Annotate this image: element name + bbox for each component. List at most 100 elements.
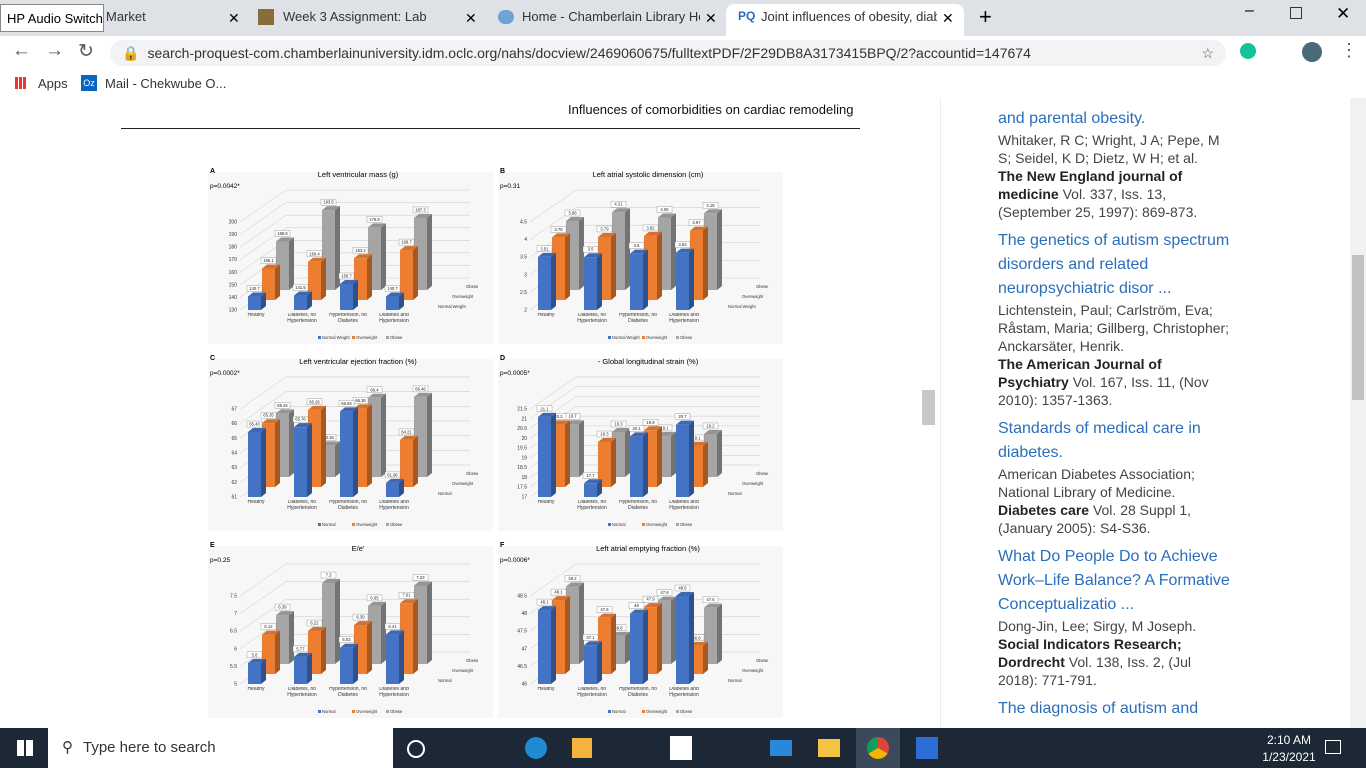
amazon[interactable] <box>670 736 692 760</box>
reload[interactable]: ↻ <box>78 41 94 62</box>
bar <box>294 427 307 497</box>
bar-top <box>552 420 570 425</box>
y-tick-label: 66 <box>231 421 237 427</box>
word[interactable] <box>916 737 938 759</box>
clock[interactable]: 2:10 AM 1/23/2021 <box>1254 733 1324 764</box>
value-label: 140.7 <box>249 286 260 291</box>
bar <box>598 442 611 487</box>
tab-title[interactable]: Joint influences of obesity, diabe <box>761 9 937 24</box>
close[interactable]: ✕ <box>942 10 954 26</box>
value-label: 187.3 <box>415 207 426 212</box>
value-label-box <box>628 242 645 249</box>
legend-swatch <box>676 336 679 339</box>
bookmark[interactable]: Mail - Chekwube O... <box>105 76 227 91</box>
explorer[interactable] <box>818 739 840 757</box>
scrollbar <box>1350 98 1366 728</box>
x-tick-label-box: Hypertension, no Diabetes <box>329 313 367 323</box>
window-close[interactable]: ✕ <box>1336 4 1351 23</box>
bar-top <box>294 291 312 296</box>
active-tab[interactable] <box>726 4 964 36</box>
depth-label: Normal Weight <box>728 304 756 309</box>
bar-top <box>598 232 616 237</box>
bar-side <box>551 252 556 310</box>
favicon: PQ <box>738 9 756 23</box>
reference-title[interactable]: and parental obesity. <box>998 110 1146 127</box>
value-label-box <box>702 422 719 430</box>
value-label-box <box>582 246 599 253</box>
scroll-thumb[interactable] <box>1352 255 1364 400</box>
panel-letter: F <box>500 542 505 549</box>
legend-swatch <box>386 336 389 339</box>
y-tick-label: 5.5 <box>230 664 237 670</box>
back[interactable]: ← <box>12 40 31 61</box>
y-tick-label: 61 <box>231 495 237 501</box>
y-tick-label: 64 <box>231 451 237 457</box>
bar-side <box>657 603 662 674</box>
extension[interactable] <box>1240 43 1256 59</box>
tab[interactable]: Week 3 Assignment: Lab <box>283 9 427 24</box>
cortana[interactable] <box>407 740 425 758</box>
y-tick-label: 18 <box>521 475 527 481</box>
bar-side <box>597 479 602 497</box>
maximize[interactable] <box>1290 7 1302 19</box>
value-label: 5.77 <box>296 646 305 651</box>
bookmark[interactable]: Apps <box>38 76 68 91</box>
x-tick-label: Diabetes and Hypertension <box>379 313 409 324</box>
x-tick-label-box: Diabetes and Hypertension <box>669 687 698 697</box>
x-tick-label-box: Diabetes, no Hypertension <box>287 687 316 697</box>
reference-title[interactable]: Standards of medical care in diabetes. <box>998 420 1201 461</box>
bar-side <box>289 237 294 290</box>
bar-side <box>427 581 432 664</box>
url[interactable]: search-proquest-com.chamberlainuniversit… <box>147 45 1031 61</box>
bar <box>248 296 261 310</box>
bar-side <box>399 292 404 310</box>
value-label-box <box>292 284 309 291</box>
bar-top <box>386 630 404 635</box>
scroll-thumb[interactable] <box>922 390 935 425</box>
depth-label: Overweight <box>452 481 474 486</box>
chart-panel: D - Global longitudinal strain (%) p=0.000… <box>498 355 783 531</box>
address-bar[interactable]: 🔒 search-proquest-com.chamberlainuniversi… <box>110 40 1226 66</box>
tab[interactable]: Home - Chamberlain Library Hom <box>522 9 700 24</box>
minimize[interactable]: – <box>1245 2 1254 19</box>
reference-title[interactable]: The genetics of autism spectrum disorder… <box>998 232 1230 297</box>
depth-label: Normal <box>728 678 742 683</box>
popup[interactable]: HP Audio Switch <box>0 4 104 32</box>
reference-title[interactable]: The diagnosis of autism and <box>998 700 1199 717</box>
bar-side <box>261 658 266 684</box>
forward[interactable]: → <box>45 40 64 61</box>
notifications[interactable] <box>1325 740 1341 754</box>
panel-letter: A <box>210 168 215 175</box>
value-label-box <box>320 199 337 206</box>
value-label-box <box>274 230 291 237</box>
profile[interactable] <box>1302 42 1322 62</box>
store[interactable] <box>572 738 592 758</box>
chrome-active[interactable] <box>856 728 900 768</box>
new-tab[interactable]: + <box>979 4 992 29</box>
tab[interactable]: Market <box>106 9 146 24</box>
reference-title[interactable]: What Do People Do to Achieve Work–Life B… <box>998 548 1230 613</box>
bar-top <box>644 603 662 608</box>
bar-side <box>703 641 708 674</box>
depth-label: Obese <box>756 284 769 289</box>
edge[interactable] <box>525 737 547 759</box>
close[interactable]: ✕ <box>705 10 717 26</box>
value-label: 48 <box>634 603 639 608</box>
depth-label: Overweight <box>452 294 474 299</box>
tab-strip: HP Audio Switch Market ✕ Week 3 Assignme… <box>0 0 1366 36</box>
y-tick-label: 20.5 <box>517 426 527 432</box>
bar-top <box>322 441 340 446</box>
value-label: 3.78 <box>554 227 563 232</box>
menu[interactable]: ⋮ <box>1340 40 1358 60</box>
bar-top <box>262 264 280 269</box>
bar-top <box>690 441 708 446</box>
close[interactable]: ✕ <box>228 10 240 26</box>
close[interactable]: ✕ <box>465 10 477 26</box>
start[interactable] <box>17 740 33 756</box>
bar-side <box>689 420 694 497</box>
mail[interactable] <box>770 740 792 756</box>
search-box[interactable]: ⚲ Type here to search <box>48 728 393 768</box>
value-label: 6.22 <box>310 621 319 626</box>
bar-side <box>275 419 280 487</box>
value-label: 20.7 <box>678 414 687 419</box>
